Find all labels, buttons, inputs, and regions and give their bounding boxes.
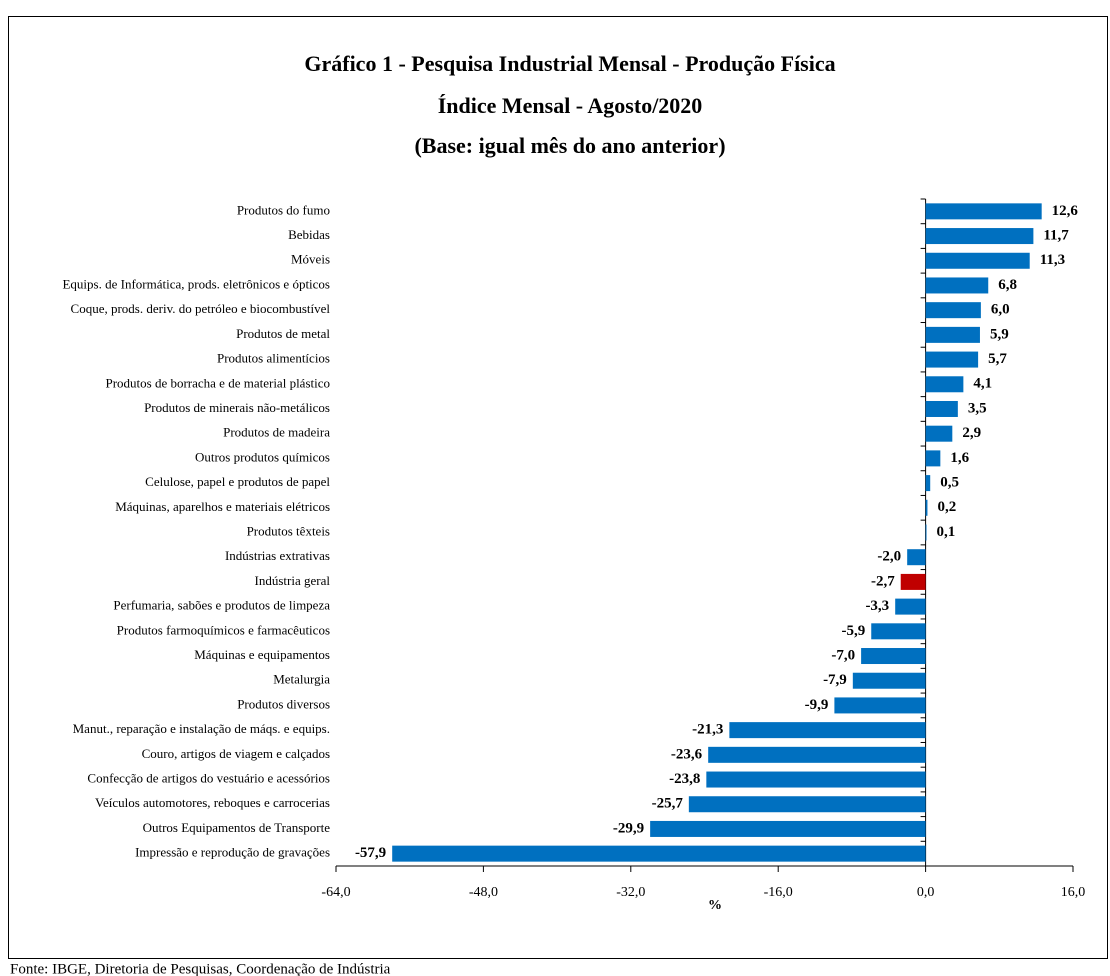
data-label: -57,9 xyxy=(355,845,386,861)
bar xyxy=(729,722,926,739)
data-label: -2,7 xyxy=(871,573,895,589)
x-tick-label: -32,0 xyxy=(616,885,645,900)
data-label: -7,0 xyxy=(831,647,855,663)
bar xyxy=(907,549,926,566)
bar xyxy=(871,623,926,640)
bar xyxy=(925,499,928,516)
y-tick-label: Impressão e reprodução de gravações xyxy=(135,845,330,860)
y-tick-label: Móveis xyxy=(291,252,330,267)
chart-title: Gráfico 1 - Pesquisa Industrial Mensal -… xyxy=(304,51,835,76)
data-label: -9,9 xyxy=(805,697,829,713)
data-label: -3,3 xyxy=(865,598,889,614)
x-tick-label: -64,0 xyxy=(321,885,350,900)
bar xyxy=(392,845,926,862)
bar xyxy=(895,598,926,615)
bar xyxy=(925,400,958,417)
data-label: 6,8 xyxy=(998,277,1017,293)
y-tick-label: Couro, artigos de viagem e calçados xyxy=(142,746,330,761)
bar xyxy=(708,746,926,763)
x-axis-label: % xyxy=(708,898,722,913)
bar xyxy=(925,425,953,442)
bar xyxy=(900,573,926,590)
bar xyxy=(834,697,926,714)
y-tick-label: Confecção de artigos do vestuário e aces… xyxy=(87,771,330,786)
y-tick-label: Equips. de Informática, prods. eletrônic… xyxy=(62,276,330,291)
data-label: 5,9 xyxy=(990,326,1009,342)
y-tick-label: Produtos de madeira xyxy=(223,425,330,440)
data-label: 12,6 xyxy=(1052,203,1079,219)
bar xyxy=(852,672,926,689)
bar xyxy=(861,648,926,665)
x-tick-label: 0,0 xyxy=(917,885,935,900)
bar xyxy=(925,450,941,467)
chart-subtitle: (Base: igual mês do ano anterior) xyxy=(414,133,725,158)
y-tick-label: Produtos alimentícios xyxy=(217,351,330,366)
y-tick-label: Bebidas xyxy=(288,227,330,242)
bar xyxy=(925,252,1030,269)
data-label: -29,9 xyxy=(613,820,644,836)
data-label: -23,6 xyxy=(671,746,703,762)
data-label: 4,1 xyxy=(973,376,992,392)
data-label: -25,7 xyxy=(652,796,684,812)
x-tick-label: -48,0 xyxy=(469,885,498,900)
data-label: 0,5 xyxy=(940,475,959,491)
data-label: 0,2 xyxy=(937,499,956,515)
y-tick-label: Indústria geral xyxy=(255,573,331,588)
source-note: Fonte: IBGE, Diretoria de Pesquisas, Coo… xyxy=(10,961,391,976)
data-label: -21,3 xyxy=(692,722,723,738)
y-tick-label: Produtos de minerais não-metálicos xyxy=(144,400,330,415)
bar xyxy=(925,475,931,492)
bar xyxy=(925,351,979,368)
y-tick-label: Produtos têxteis xyxy=(247,523,330,538)
data-label: 2,9 xyxy=(962,425,981,441)
y-tick-label: Máquinas, aparelhos e materiais elétrico… xyxy=(115,499,330,514)
data-label: 11,3 xyxy=(1040,252,1065,268)
data-label: -7,9 xyxy=(823,672,847,688)
y-tick-label: Perfumaria, sabões e produtos de limpeza xyxy=(113,598,330,613)
data-label: -5,9 xyxy=(841,623,865,639)
y-tick-label: Produtos diversos xyxy=(237,696,330,711)
data-label: 0,1 xyxy=(937,524,956,540)
bar xyxy=(706,771,926,788)
data-label: 1,6 xyxy=(950,450,969,466)
y-tick-label: Produtos de borracha e de material plást… xyxy=(105,375,330,390)
bar xyxy=(925,228,1034,245)
bar xyxy=(925,376,964,393)
data-label: 3,5 xyxy=(968,400,987,416)
y-tick-label: Manut., reparação e instalação de máqs. … xyxy=(73,721,330,736)
y-tick-label: Metalurgia xyxy=(273,672,330,687)
y-tick-label: Produtos do fumo xyxy=(237,202,330,217)
bar xyxy=(925,277,989,294)
chart-subtitle: Índice Mensal - Agosto/2020 xyxy=(438,93,703,118)
bar xyxy=(925,524,927,541)
y-tick-label: Produtos farmoquímicos e farmacêuticos xyxy=(117,622,330,637)
y-tick-label: Indústrias extrativas xyxy=(225,548,330,563)
y-tick-label: Máquinas e equipamentos xyxy=(194,647,330,662)
bar xyxy=(925,302,981,319)
bar xyxy=(925,203,1042,220)
y-tick-label: Outros produtos químicos xyxy=(195,449,330,464)
y-tick-label: Outros Equipamentos de Transporte xyxy=(143,820,331,835)
bar xyxy=(688,796,926,813)
x-tick-label: 16,0 xyxy=(1061,885,1086,900)
data-label: -2,0 xyxy=(877,549,901,565)
y-tick-label: Produtos de metal xyxy=(236,326,330,341)
y-tick-label: Celulose, papel e produtos de papel xyxy=(145,474,330,489)
y-tick-label: Veículos automotores, reboques e carroce… xyxy=(95,795,330,810)
y-tick-label: Coque, prods. deriv. do petróleo e bioco… xyxy=(71,301,331,316)
data-label: 5,7 xyxy=(988,351,1007,367)
bar xyxy=(650,820,926,837)
data-label: 11,7 xyxy=(1043,227,1069,243)
data-label: 6,0 xyxy=(991,302,1010,318)
x-tick-label: -16,0 xyxy=(764,885,793,900)
bar xyxy=(925,326,980,343)
data-label: -23,8 xyxy=(669,771,700,787)
